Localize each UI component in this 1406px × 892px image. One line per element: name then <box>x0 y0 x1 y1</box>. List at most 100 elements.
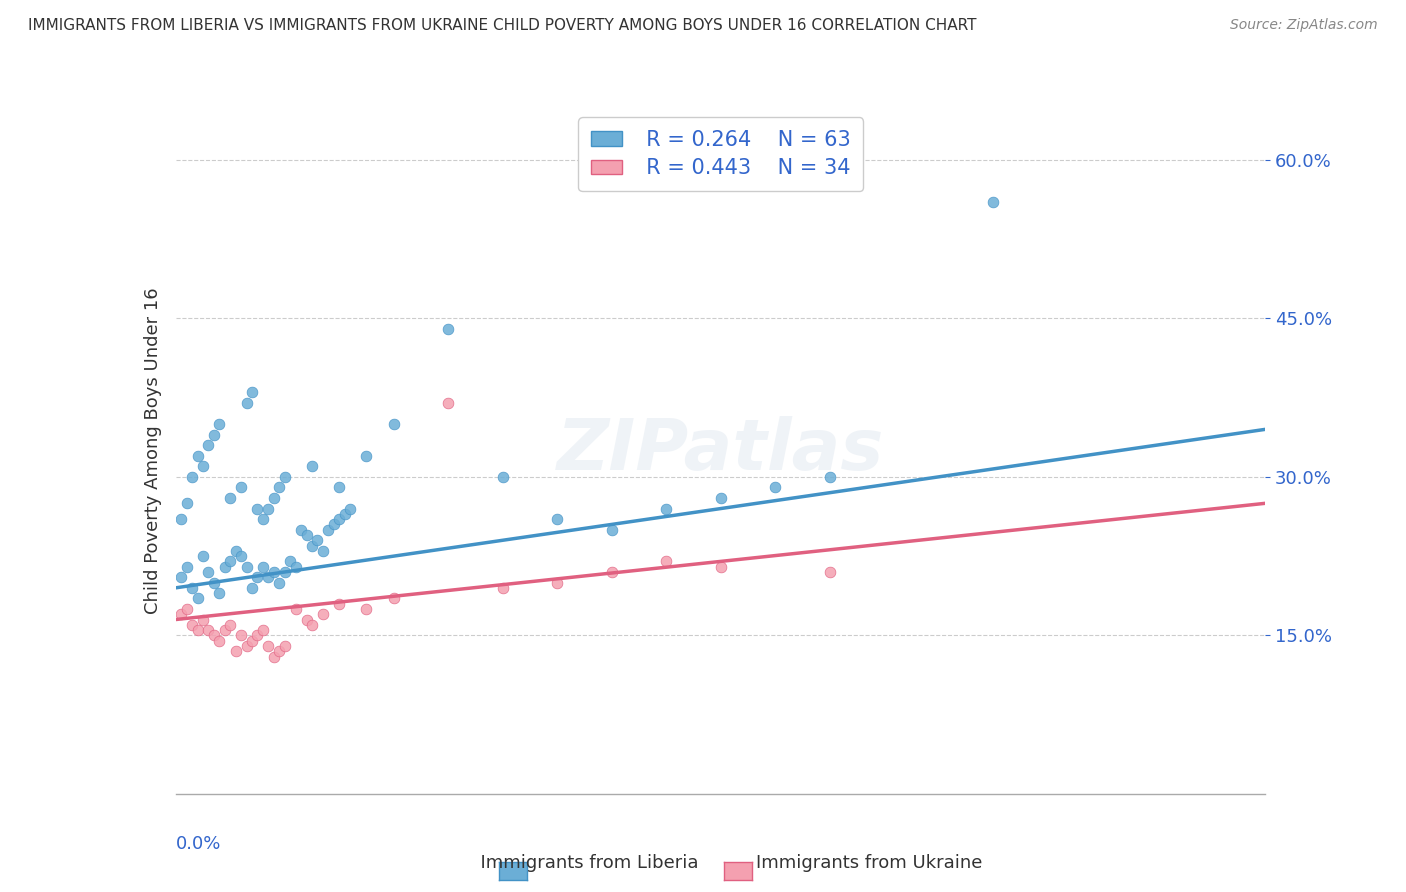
Point <box>181 581 204 595</box>
Point <box>191 549 214 563</box>
Text: IMMIGRANTS FROM LIBERIA VS IMMIGRANTS FROM UKRAINE CHILD POVERTY AMONG BOYS UNDE: IMMIGRANTS FROM LIBERIA VS IMMIGRANTS FR… <box>28 18 977 33</box>
Point <box>240 633 263 648</box>
Point <box>231 549 253 563</box>
Text: 0.0%: 0.0% <box>176 835 221 853</box>
Point <box>333 507 356 521</box>
Point <box>219 491 242 505</box>
Point <box>492 581 515 595</box>
Point <box>252 512 274 526</box>
Point <box>318 523 340 537</box>
Point <box>356 602 378 616</box>
Point <box>284 559 307 574</box>
Point <box>208 633 231 648</box>
Point <box>437 396 460 410</box>
Point <box>600 523 623 537</box>
Point <box>269 644 291 658</box>
Point <box>274 470 297 484</box>
Point <box>257 570 280 584</box>
Point <box>328 597 350 611</box>
Point <box>312 544 335 558</box>
Point <box>263 565 285 579</box>
Point <box>186 623 209 637</box>
Point <box>269 480 291 494</box>
Point <box>231 480 253 494</box>
Point <box>382 591 405 606</box>
Point <box>170 570 193 584</box>
Point <box>186 591 209 606</box>
Point <box>191 613 214 627</box>
Point <box>235 396 257 410</box>
Point <box>655 554 678 568</box>
Point <box>437 322 460 336</box>
Point <box>492 470 515 484</box>
Point <box>252 559 274 574</box>
Legend:   R = 0.264    N = 63,   R = 0.443    N = 34: R = 0.264 N = 63, R = 0.443 N = 34 <box>578 118 863 191</box>
Y-axis label: Child Poverty Among Boys Under 16: Child Poverty Among Boys Under 16 <box>143 287 162 614</box>
Point <box>214 623 236 637</box>
Point <box>191 459 214 474</box>
Point <box>252 623 274 637</box>
Point <box>710 559 733 574</box>
Point <box>301 617 323 632</box>
Point <box>225 644 247 658</box>
Point <box>176 559 198 574</box>
Point <box>263 649 285 664</box>
Point <box>246 570 269 584</box>
Point <box>176 602 198 616</box>
Point <box>208 586 231 600</box>
Point <box>655 501 678 516</box>
Point <box>197 565 219 579</box>
Point <box>235 639 257 653</box>
Point <box>219 617 242 632</box>
Point <box>186 449 209 463</box>
Point <box>231 628 253 642</box>
Point <box>225 544 247 558</box>
Point <box>170 607 193 622</box>
Point <box>197 438 219 452</box>
Point <box>818 565 841 579</box>
Point <box>328 480 350 494</box>
Point <box>328 512 350 526</box>
Point <box>312 607 335 622</box>
Text: Source: ZipAtlas.com: Source: ZipAtlas.com <box>1230 18 1378 32</box>
Point <box>307 533 329 548</box>
Point <box>274 565 297 579</box>
Point <box>214 559 236 574</box>
Point <box>202 427 225 442</box>
Point <box>246 628 269 642</box>
Point <box>202 628 225 642</box>
Point <box>208 417 231 431</box>
Text: Immigrants from Liberia          Immigrants from Ukraine: Immigrants from Liberia Immigrants from … <box>423 855 983 872</box>
Point <box>240 385 263 400</box>
Point <box>219 554 242 568</box>
Point <box>181 617 204 632</box>
Point <box>301 539 323 553</box>
Point <box>257 639 280 653</box>
Point <box>263 491 285 505</box>
Point <box>269 575 291 590</box>
Point <box>981 195 1004 210</box>
Point <box>295 613 318 627</box>
Point <box>546 575 568 590</box>
Point <box>274 639 297 653</box>
Point <box>181 470 204 484</box>
Point <box>278 554 301 568</box>
Point <box>246 501 269 516</box>
Point <box>763 480 786 494</box>
Point <box>235 559 257 574</box>
Point <box>257 501 280 516</box>
Point <box>356 449 378 463</box>
Point <box>382 417 405 431</box>
Text: ZIPatlas: ZIPatlas <box>557 416 884 485</box>
Point <box>284 602 307 616</box>
Point <box>600 565 623 579</box>
Point <box>202 575 225 590</box>
Point <box>290 523 312 537</box>
Point <box>322 517 344 532</box>
Point <box>295 528 318 542</box>
Point <box>176 496 198 510</box>
Point <box>546 512 568 526</box>
Point <box>818 470 841 484</box>
Point <box>197 623 219 637</box>
Point <box>301 459 323 474</box>
